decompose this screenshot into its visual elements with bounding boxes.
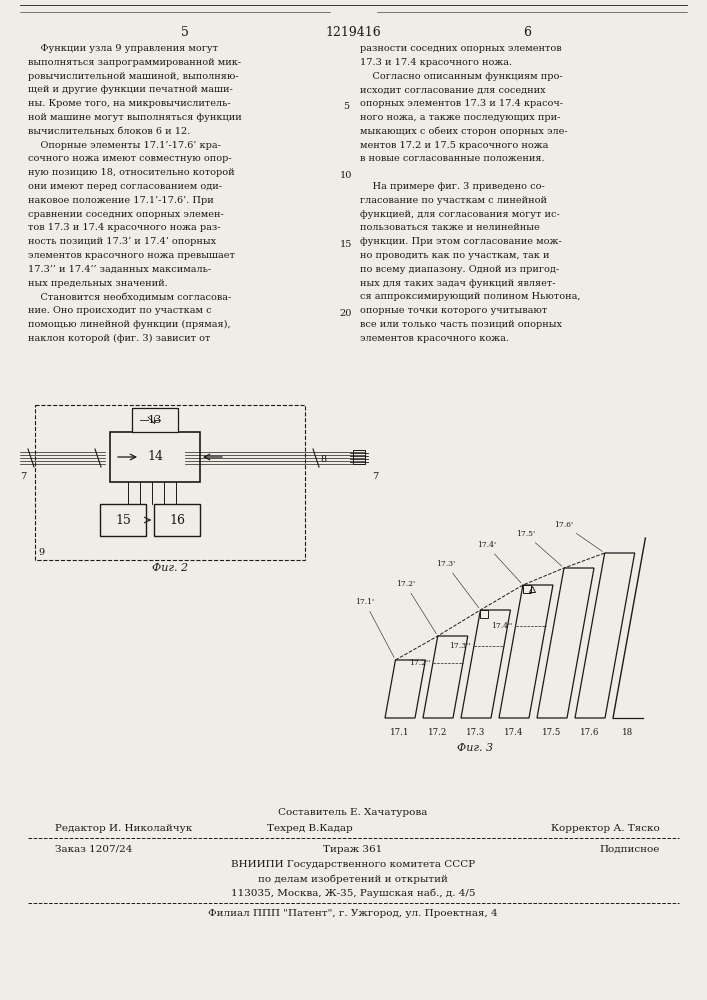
- Text: 17.1: 17.1: [390, 728, 410, 737]
- Text: 17.4'': 17.4'': [491, 622, 513, 630]
- Text: 17.3’’ и 17.4’’ заданных максималь-: 17.3’’ и 17.4’’ заданных максималь-: [28, 265, 211, 274]
- Text: 13: 13: [148, 415, 162, 425]
- Text: ровычислительной машиной, выполняю-: ровычислительной машиной, выполняю-: [28, 72, 239, 81]
- Text: Фиг. 2: Фиг. 2: [152, 563, 188, 573]
- Text: исходит согласование для соседних: исходит согласование для соседних: [360, 85, 546, 94]
- Text: 17.3': 17.3': [436, 560, 479, 608]
- Text: ных для таких задач функций являет-: ных для таких задач функций являет-: [360, 279, 556, 288]
- Bar: [35, 405, 305, 560]
- Text: 17.2': 17.2': [396, 580, 436, 634]
- Polygon shape: [461, 610, 510, 718]
- Polygon shape: [499, 585, 553, 718]
- Text: 17.4': 17.4': [477, 541, 521, 583]
- Text: в новые согласованные положения.: в новые согласованные положения.: [360, 154, 544, 163]
- Text: щей и другие функции печатной маши-: щей и другие функции печатной маши-: [28, 85, 233, 94]
- Text: выполняться запрограммированной мик-: выполняться запрограммированной мик-: [28, 58, 241, 67]
- Text: наклон которой (фиг. 3) зависит от: наклон которой (фиг. 3) зависит от: [28, 334, 211, 343]
- Polygon shape: [537, 568, 594, 718]
- Text: Техред В.Кадар: Техред В.Кадар: [267, 824, 353, 833]
- Text: элементов красочного ножа превышает: элементов красочного ножа превышает: [28, 251, 235, 260]
- Text: Редактор И. Николайчук: Редактор И. Николайчук: [55, 824, 192, 833]
- Text: тов 17.3 и 17.4 красочного ножа раз-: тов 17.3 и 17.4 красочного ножа раз-: [28, 223, 221, 232]
- Text: Согласно описанным функциям про-: Согласно описанным функциям про-: [360, 72, 563, 81]
- Text: опорных элементов 17.3 и 17.4 красоч-: опорных элементов 17.3 и 17.4 красоч-: [360, 99, 563, 108]
- Text: помощью линейной функции (прямая),: помощью линейной функции (прямая),: [28, 320, 230, 329]
- Text: 18: 18: [622, 728, 633, 737]
- Text: Опорные элементы 17.1’-17.6’ кра-: Опорные элементы 17.1’-17.6’ кра-: [28, 141, 221, 150]
- Text: 10: 10: [340, 171, 352, 180]
- Bar: [110, 432, 200, 482]
- Text: функции. При этом согласование мож-: функции. При этом согласование мож-: [360, 237, 561, 246]
- Polygon shape: [385, 660, 426, 718]
- Text: 17.3 и 17.4 красочного ножа.: 17.3 и 17.4 красочного ножа.: [360, 58, 512, 67]
- Bar: [132, 408, 178, 432]
- Polygon shape: [423, 636, 468, 718]
- Text: 17.6': 17.6': [554, 521, 602, 551]
- Text: 17.2'': 17.2'': [409, 659, 430, 667]
- Text: Фиг. 3: Фиг. 3: [457, 743, 493, 753]
- Bar: [353, 450, 365, 464]
- Text: сочного ножа имеют совместную опор-: сочного ножа имеют совместную опор-: [28, 154, 232, 163]
- Text: ных предельных значений.: ных предельных значений.: [28, 279, 168, 288]
- Text: ВНИИПИ Государственного комитета СССР: ВНИИПИ Государственного комитета СССР: [231, 860, 475, 869]
- Text: опорные точки которого учитывают: опорные точки которого учитывают: [360, 306, 547, 315]
- Text: ного ножа, а также последующих при-: ного ножа, а также последующих при-: [360, 113, 561, 122]
- Text: ность позиций 17.3’ и 17.4’ опорных: ность позиций 17.3’ и 17.4’ опорных: [28, 237, 216, 246]
- Text: 17.5': 17.5': [516, 530, 562, 566]
- Text: вычислительных блоков 6 и 12.: вычислительных блоков 6 и 12.: [28, 127, 190, 136]
- Text: ны. Кроме того, на микровычислитель-: ны. Кроме того, на микровычислитель-: [28, 99, 230, 108]
- Text: Составитель Е. Хачатурова: Составитель Е. Хачатурова: [279, 808, 428, 817]
- Text: 5: 5: [181, 26, 189, 39]
- Text: ние. Оно происходит по участкам с: ние. Оно происходит по участкам с: [28, 306, 211, 315]
- Text: Филиал ППП "Патент", г. Ужгород, ул. Проектная, 4: Филиал ППП "Патент", г. Ужгород, ул. Про…: [208, 909, 498, 918]
- Text: 17.5: 17.5: [542, 728, 561, 737]
- Text: 1219416: 1219416: [325, 26, 381, 39]
- Text: 5: 5: [343, 102, 349, 111]
- Text: но проводить как по участкам, так и: но проводить как по участкам, так и: [360, 251, 549, 260]
- Text: наковое положение 17.1’-17.6’. При: наковое положение 17.1’-17.6’. При: [28, 196, 214, 205]
- Text: ной машине могут выполняться функции: ной машине могут выполняться функции: [28, 113, 242, 122]
- Text: по всему диапазону. Одной из пригод-: по всему диапазону. Одной из пригод-: [360, 265, 559, 274]
- Text: пользоваться также и нелинейные: пользоваться также и нелинейные: [360, 223, 539, 232]
- Text: ную позицию 18, относительно которой: ную позицию 18, относительно которой: [28, 168, 235, 177]
- Text: разности соседних опорных элементов: разности соседних опорных элементов: [360, 44, 561, 53]
- Text: 15: 15: [340, 240, 352, 249]
- Text: 16: 16: [169, 514, 185, 526]
- Text: 7: 7: [372, 472, 378, 481]
- Text: 8: 8: [320, 455, 326, 464]
- Text: Тираж 361: Тираж 361: [323, 845, 382, 854]
- Text: Функции узла 9 управления могут: Функции узла 9 управления могут: [28, 44, 218, 53]
- Text: сравнении соседних опорных элемен-: сравнении соседних опорных элемен-: [28, 210, 223, 219]
- Text: 17.4: 17.4: [504, 728, 524, 737]
- Text: мыкающих с обеих сторон опорных эле-: мыкающих с обеих сторон опорных эле-: [360, 127, 568, 136]
- Text: 7: 7: [20, 472, 26, 481]
- Text: Корректор А. Тяско: Корректор А. Тяско: [551, 824, 660, 833]
- Text: Подписное: Подписное: [600, 845, 660, 854]
- Bar: [154, 504, 200, 536]
- Text: На примере фиг. 3 приведено со-: На примере фиг. 3 приведено со-: [360, 182, 545, 191]
- Text: гласование по участкам с линейной: гласование по участкам с линейной: [360, 196, 547, 205]
- Text: 17.6: 17.6: [580, 728, 600, 737]
- Text: элементов красочного кожа.: элементов красочного кожа.: [360, 334, 509, 343]
- Text: Становится необходимым согласова-: Становится необходимым согласова-: [28, 292, 231, 301]
- Text: все или только часть позиций опорных: все или только часть позиций опорных: [360, 320, 562, 329]
- Polygon shape: [575, 553, 635, 718]
- Text: 9: 9: [38, 548, 44, 557]
- Text: Заказ 1207/24: Заказ 1207/24: [55, 845, 132, 854]
- Text: 113035, Москва, Ж-35, Раушская наб., д. 4/5: 113035, Москва, Ж-35, Раушская наб., д. …: [230, 888, 475, 898]
- Text: 6: 6: [523, 26, 531, 39]
- Text: ся аппроксимирующий полином Ньютона,: ся аппроксимирующий полином Ньютона,: [360, 292, 580, 301]
- Text: функцией, для согласования могут ис-: функцией, для согласования могут ис-: [360, 210, 560, 219]
- Text: 14: 14: [147, 450, 163, 464]
- Bar: [100, 504, 146, 536]
- Text: ментов 17.2 и 17.5 красочного ножа: ментов 17.2 и 17.5 красочного ножа: [360, 141, 549, 150]
- Text: 17.3: 17.3: [467, 728, 486, 737]
- Text: они имеют перед согласованием оди-: они имеют перед согласованием оди-: [28, 182, 222, 191]
- Text: по делам изобретений и открытий: по делам изобретений и открытий: [258, 874, 448, 884]
- Text: 20: 20: [340, 309, 352, 318]
- Text: 17.1': 17.1': [356, 598, 394, 658]
- Text: 15: 15: [115, 514, 131, 526]
- Text: 17.2: 17.2: [428, 728, 448, 737]
- Text: 17.3'': 17.3'': [450, 642, 471, 650]
